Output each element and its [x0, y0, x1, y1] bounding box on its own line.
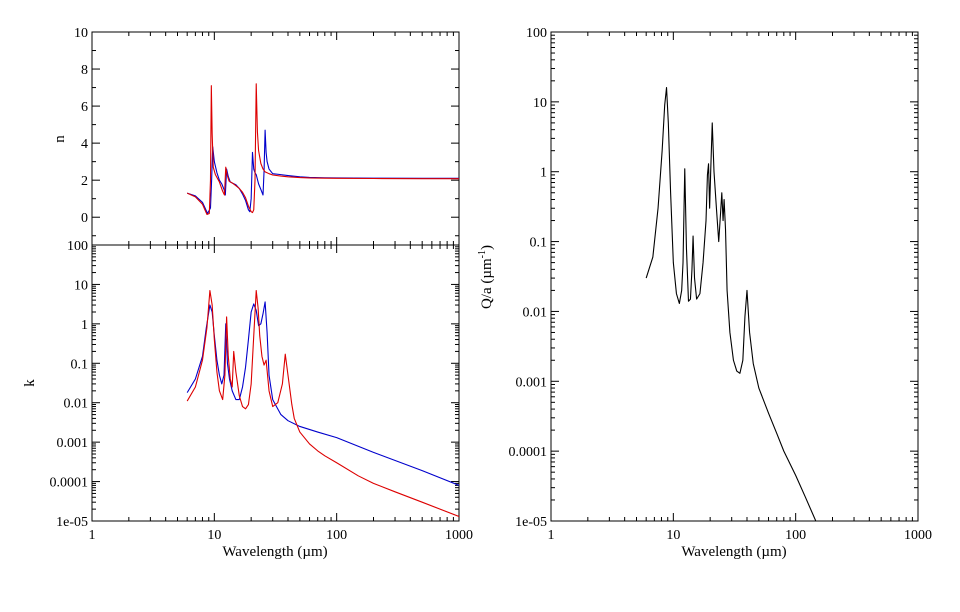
x-tick-label-k: 100 — [326, 528, 347, 543]
panel-n-ticks: 0 2 4 6 8 10 — [74, 26, 459, 245]
y-tick-label-n: 6 — [81, 100, 88, 115]
y-tick-label-n: 8 — [81, 63, 88, 78]
y-tick-label-k: 1 — [81, 318, 88, 333]
series-line-n-1 — [186, 83, 459, 215]
y-tick-label-n: 0 — [81, 211, 88, 226]
panel-k-ticks: 1 10 100 1000 1e-05 0.0001 0.001 0.01 0.1 1 10 100 — [50, 239, 474, 543]
panel-q-ticks: 1 10 100 1000 1e-05 0.0001 0.001 0.01 0.1 1 10 100 — [509, 26, 933, 543]
panel-k-ylabel: k — [22, 379, 38, 387]
series-line-n-0 — [187, 129, 459, 215]
y-tick-label-n: 4 — [81, 137, 88, 152]
y-tick-label-k: 10 — [74, 278, 88, 293]
panel-n: 0 2 4 6 8 10 n — [52, 26, 460, 246]
y-tick-label-k: 0.01 — [64, 397, 89, 412]
series-line-k-0 — [186, 301, 459, 486]
panel-k-series — [186, 289, 459, 518]
y-tick-label-q: 0.001 — [516, 375, 548, 390]
panel-q-xlabel: Wavelength (µm) — [681, 544, 786, 560]
y-tick-label-k: 0.001 — [57, 436, 89, 451]
y-tick-label-k: 0.0001 — [50, 476, 89, 491]
y-tick-label-k: 100 — [67, 239, 88, 254]
y-tick-label-q: 1e-05 — [515, 515, 547, 530]
y-tick-label-q: 1 — [540, 166, 547, 181]
y-tick-label-q: 0.0001 — [509, 445, 548, 460]
series-line-k-1 — [186, 289, 459, 518]
x-tick-label-k: 1 — [89, 528, 96, 543]
x-tick-label-q: 10 — [666, 528, 680, 543]
y-tick-label-q: 10 — [533, 96, 547, 111]
y-tick-label-k: 0.1 — [71, 357, 89, 372]
x-tick-label-q: 100 — [785, 528, 806, 543]
panel-q: 1 10 100 10001e-050.00010.0010.010.1110100 … — [477, 26, 932, 560]
panel-n-frame — [91, 31, 460, 246]
x-tick-label-k: 1000 — [445, 528, 473, 543]
y-tick-label-q: 100 — [526, 26, 547, 41]
x-tick-label-q: 1000 — [904, 528, 932, 543]
panel-k-frame — [91, 244, 460, 522]
series-line-q-0 — [645, 87, 817, 521]
y-tick-label-n: 10 — [74, 26, 88, 41]
panel-q-frame — [550, 31, 919, 522]
panel-k: 1 10 100 10001e-050.00010.0010.010.1110100 … — [22, 239, 473, 560]
panel-q-ylabel-close: ) — [479, 245, 495, 250]
y-tick-label-q: 0.1 — [530, 236, 548, 251]
x-tick-label-k: 10 — [207, 528, 221, 543]
y-tick-label-n: 2 — [81, 174, 88, 189]
panel-q-ylabel-main: Q/a (µm — [479, 258, 495, 309]
y-tick-label-q: 0.01 — [523, 305, 548, 320]
y-tick-label-k: 1e-05 — [56, 515, 88, 530]
panel-n-series — [186, 83, 459, 215]
panel-n-ylabel: n — [52, 135, 68, 143]
panel-q-ylabel: Q/a (µm-1) — [477, 245, 495, 309]
x-tick-label-q: 1 — [548, 528, 555, 543]
panel-k-xlabel: Wavelength (µm) — [222, 544, 327, 560]
panel-q-series — [645, 87, 817, 521]
panel-q-ylabel-exponent: -1 — [477, 250, 488, 258]
